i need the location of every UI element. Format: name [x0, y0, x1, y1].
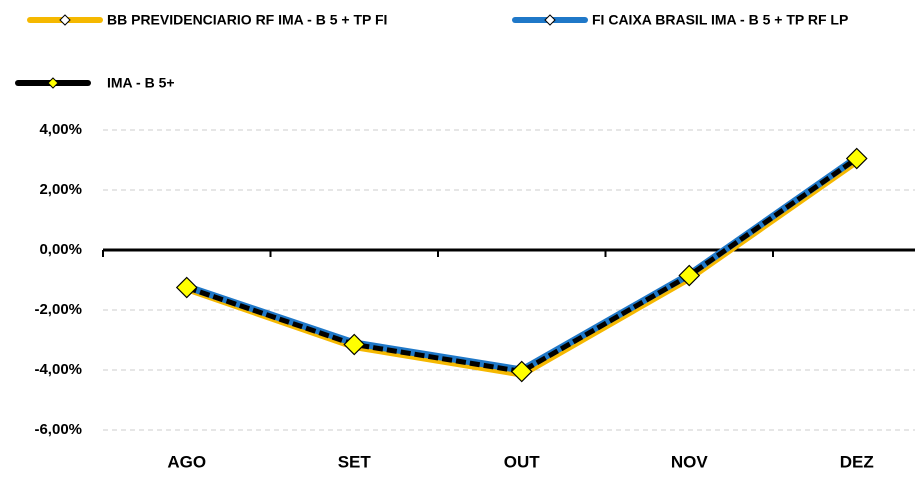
- x-tick-label: OUT: [504, 452, 541, 471]
- x-tick-label: NOV: [671, 452, 709, 471]
- marker: [175, 276, 198, 299]
- marker: [510, 360, 533, 383]
- marker: [845, 147, 868, 170]
- y-tick-label: 0,00%: [39, 241, 82, 258]
- x-tick-label: SET: [338, 452, 372, 471]
- y-tick-label: 2,00%: [39, 181, 82, 198]
- y-tick-label: -4,00%: [34, 361, 82, 378]
- x-tick-label: DEZ: [840, 452, 874, 471]
- legend-label: FI CAIXA BRASIL IMA - B 5 + TP RF LP: [592, 12, 848, 28]
- legend-marker: [59, 14, 71, 26]
- marker: [678, 264, 701, 287]
- legend-label: IMA - B 5+: [107, 75, 175, 91]
- x-tick-label: AGO: [167, 452, 206, 471]
- marker: [343, 333, 366, 356]
- legend-marker: [544, 14, 556, 26]
- legend-label: BB PREVIDENCIARIO RF IMA - B 5 + TP FI: [107, 12, 387, 28]
- y-tick-label: -6,00%: [34, 421, 82, 438]
- y-tick-label: -2,00%: [34, 301, 82, 318]
- series-line: [185, 154, 859, 374]
- legend-marker: [47, 77, 59, 89]
- series-line: [185, 156, 859, 374]
- y-tick-label: 4,00%: [39, 121, 82, 138]
- series-line: [185, 157, 860, 378]
